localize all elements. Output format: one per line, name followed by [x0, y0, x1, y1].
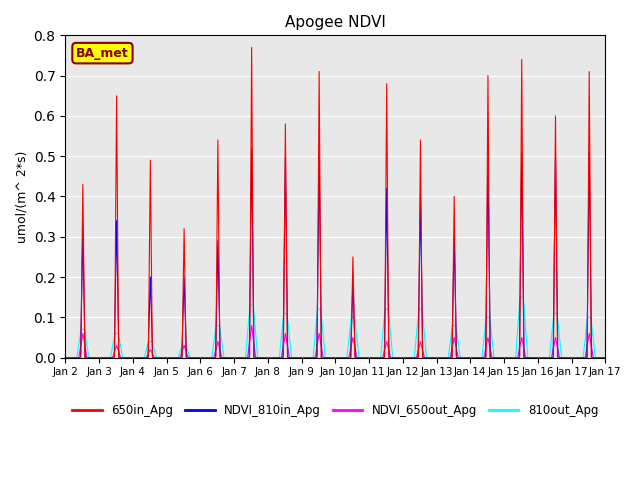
810out_Apg	[452, 323, 460, 328]
650in_Apg	[602, 355, 609, 360]
NDVI_810in_Apg	[602, 355, 609, 360]
810out_Apg	[516, 294, 524, 300]
650in_Apg	[61, 355, 69, 360]
810out_Apg	[602, 355, 609, 360]
Line: 810out_Apg: 810out_Apg	[65, 297, 605, 358]
Y-axis label: umol/(m^ 2*s): umol/(m^ 2*s)	[15, 150, 28, 243]
Line: 650in_Apg: 650in_Apg	[65, 48, 605, 358]
810out_Apg	[486, 321, 494, 326]
Line: NDVI_810in_Apg: NDVI_810in_Apg	[65, 148, 605, 358]
810out_Apg	[519, 294, 527, 300]
650in_Apg	[596, 355, 604, 360]
810out_Apg	[61, 355, 69, 360]
650in_Apg	[404, 355, 412, 360]
NDVI_810in_Apg	[61, 355, 69, 360]
NDVI_650out_Apg	[486, 347, 494, 353]
NDVI_650out_Apg	[519, 340, 527, 346]
NDVI_810in_Apg	[452, 329, 460, 335]
810out_Apg	[404, 355, 412, 360]
650in_Apg	[519, 230, 527, 236]
NDVI_650out_Apg	[452, 344, 460, 349]
NDVI_810in_Apg	[596, 355, 604, 360]
Text: BA_met: BA_met	[76, 47, 129, 60]
NDVI_650out_Apg	[596, 355, 604, 360]
810out_Apg	[172, 355, 180, 360]
650in_Apg	[248, 45, 255, 50]
650in_Apg	[452, 341, 460, 347]
650in_Apg	[172, 355, 180, 360]
Line: NDVI_650out_Apg: NDVI_650out_Apg	[65, 325, 605, 358]
Legend: 650in_Apg, NDVI_810in_Apg, NDVI_650out_Apg, 810out_Apg: 650in_Apg, NDVI_810in_Apg, NDVI_650out_A…	[68, 399, 603, 421]
NDVI_650out_Apg	[248, 323, 255, 328]
650in_Apg	[486, 355, 494, 360]
NDVI_810in_Apg	[486, 355, 494, 360]
NDVI_810in_Apg	[248, 145, 255, 151]
NDVI_650out_Apg	[602, 355, 609, 360]
NDVI_650out_Apg	[404, 355, 412, 360]
NDVI_810in_Apg	[519, 252, 527, 258]
NDVI_810in_Apg	[404, 355, 412, 360]
Title: Apogee NDVI: Apogee NDVI	[285, 15, 386, 30]
NDVI_810in_Apg	[172, 355, 180, 360]
810out_Apg	[596, 355, 604, 360]
NDVI_650out_Apg	[172, 355, 180, 360]
NDVI_650out_Apg	[61, 355, 69, 360]
